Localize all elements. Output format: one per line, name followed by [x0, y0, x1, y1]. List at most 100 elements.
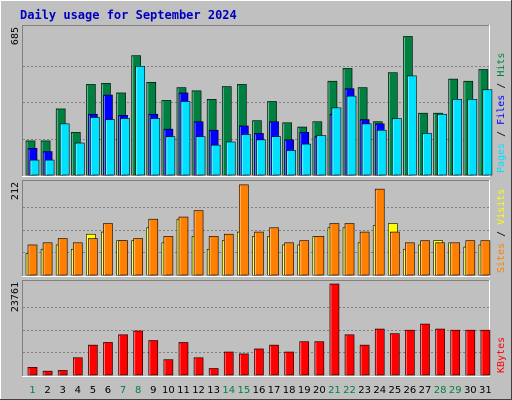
bar-kbytes-25: [390, 333, 400, 376]
side-label-part: Hits: [496, 53, 507, 77]
side-label-part: KBytes: [496, 337, 507, 373]
x-tick-25: 25: [388, 385, 401, 396]
bar-pages-29: [452, 99, 463, 176]
panel-hits: 685 Pages / Files / Hits: [10, 25, 507, 177]
bar-kbytes-30: [465, 329, 476, 376]
side-label-part: /: [496, 225, 507, 243]
bar-sites-15: [239, 184, 249, 276]
bar-kbytes-15: [239, 353, 249, 376]
bar-pages-28: [437, 113, 447, 176]
bar-kbytes-18: [284, 351, 294, 376]
bar-pages-24: [376, 129, 387, 176]
bar-sites-12: [193, 210, 204, 276]
bar-pages-9: [150, 118, 161, 176]
side-label-part: Files: [496, 95, 507, 125]
bar-pages-20: [316, 135, 327, 176]
bar-pages-27: [422, 133, 432, 176]
panel-visits: 212 Sites / Visits: [10, 180, 507, 277]
x-tick-18: 18: [283, 385, 296, 396]
bar-sites-24: [374, 188, 385, 276]
x-tick-5: 5: [90, 385, 96, 396]
ymax-label: 23761: [10, 282, 21, 312]
x-tick-17: 17: [268, 385, 281, 396]
bar-pages-18: [286, 150, 296, 176]
bar-sites-3: [57, 238, 68, 276]
bar-sites-30: [465, 240, 476, 276]
x-axis-ticks: 1 2 3 4 5 6 7 8 9 10 11 12 13 14 15 16 17 18 19 20 21 22 23 24 2…: [29, 385, 491, 396]
side-label-hits: Pages / Files / Hits: [496, 53, 507, 173]
bar-kbytes-19: [299, 341, 310, 376]
bar-kbytes-23: [359, 344, 370, 376]
x-tick-26: 26: [404, 385, 417, 396]
bar-kbytes-17: [269, 344, 279, 376]
bar-pages-3: [59, 123, 70, 176]
bar-pages-4: [74, 142, 85, 176]
series-pages: [29, 65, 493, 176]
side-label-part: /: [496, 77, 507, 95]
side-label-part: Visits: [496, 189, 507, 225]
bar-sites-6: [103, 223, 113, 276]
bar-kbytes-11: [178, 342, 189, 376]
side-label-part: Sites: [496, 243, 507, 273]
bar-kbytes-9: [148, 340, 159, 376]
bar-kbytes-4: [72, 357, 83, 376]
bar-kbytes-12: [193, 357, 204, 376]
side-label-visits: Sites / Visits: [496, 189, 507, 273]
bar-sites-28: [435, 242, 445, 276]
x-tick-14: 14: [222, 385, 235, 396]
x-tick-24: 24: [373, 385, 386, 396]
x-tick-22: 22: [343, 385, 356, 396]
bar-pages-19: [301, 143, 312, 176]
bar-kbytes-2: [42, 370, 53, 376]
bar-sites-8: [133, 238, 143, 276]
bar-pages-22: [346, 95, 357, 176]
side-label-part: Pages: [496, 143, 507, 173]
bar-kbytes-14: [223, 351, 234, 376]
x-tick-13: 13: [207, 385, 220, 396]
x-tick-19: 19: [298, 385, 311, 396]
bar-pages-17: [271, 136, 281, 176]
bar-pages-30: [467, 99, 478, 176]
chart-title: Daily usage for September 2024: [20, 8, 237, 22]
bar-kbytes-8: [133, 330, 143, 376]
x-tick-29: 29: [449, 385, 462, 396]
x-tick-6: 6: [105, 385, 111, 396]
bar-sites-9: [148, 218, 159, 276]
bar-kbytes-7: [118, 334, 128, 376]
bar-sites-27: [420, 240, 430, 276]
x-tick-10: 10: [162, 385, 175, 396]
bar-kbytes-26: [405, 329, 415, 376]
bar-pages-13: [210, 144, 221, 176]
bar-sites-14: [223, 233, 234, 276]
bar-pages-26: [407, 75, 417, 176]
series-sites: [27, 184, 491, 276]
bar-sites-21: [329, 223, 340, 276]
bar-kbytes-27: [420, 323, 430, 376]
bar-kbytes-22: [344, 334, 355, 376]
bar-sites-2: [42, 242, 53, 276]
x-tick-4: 4: [75, 385, 81, 396]
x-tick-11: 11: [177, 385, 190, 396]
bar-kbytes-21: [329, 283, 340, 376]
bar-sites-25: [390, 231, 400, 276]
side-label-kbytes: KBytes: [496, 337, 507, 373]
bar-kbytes-20: [314, 341, 325, 376]
x-tick-8: 8: [135, 385, 141, 396]
ymax-label: 212: [10, 182, 21, 200]
bar-sites-31: [480, 240, 491, 276]
bar-sites-20: [314, 236, 325, 276]
x-tick-21: 21: [328, 385, 341, 396]
x-tick-12: 12: [192, 385, 205, 396]
bar-pages-14: [225, 141, 236, 176]
bar-pages-2: [44, 159, 55, 176]
bar-kbytes-5: [88, 344, 98, 376]
bar-pages-6: [105, 119, 115, 176]
bar-pages-31: [482, 89, 493, 176]
bar-sites-22: [344, 223, 355, 276]
bar-sites-23: [359, 231, 370, 276]
bar-pages-11: [180, 101, 191, 176]
bar-kbytes-3: [57, 370, 68, 376]
bar-pages-25: [392, 118, 402, 176]
bar-sites-4: [72, 242, 83, 276]
